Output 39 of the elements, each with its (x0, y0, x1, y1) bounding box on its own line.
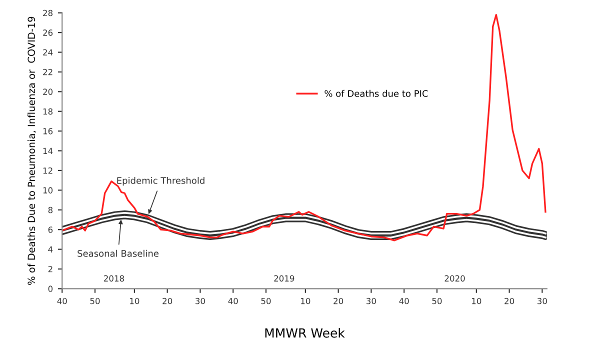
x-tick-label: 20 (334, 298, 344, 304)
y-tick-label: 6 (48, 226, 53, 233)
y-tick-label: 18 (43, 108, 53, 115)
y-tick-label: 20 (43, 88, 53, 95)
x-tick-label: 10 (472, 298, 482, 304)
annotation: 2018 (104, 275, 124, 282)
annotation: Seasonal Baseline (78, 250, 159, 257)
x-tick-label: 50 (432, 298, 442, 304)
y-axis-title: % of Deaths Due to Pneumonia, Influenza or COVID-19 (28, 16, 36, 285)
y-tick-label: 16 (43, 128, 53, 134)
annotation: 2019 (274, 275, 294, 282)
legend-label: % of Deaths due to PIC (324, 90, 428, 97)
y-tick-label: 26 (43, 30, 53, 36)
x-axis-title: MMWR Week (265, 328, 345, 338)
annotation: Epidemic Threshold (117, 176, 204, 186)
y-tick-label: 8 (48, 206, 53, 214)
y-tick-label: 28 (43, 10, 53, 16)
y-tick-label: 4 (48, 246, 53, 252)
x-tick-label: 10 (301, 298, 310, 304)
x-tick-label: 40 (399, 298, 409, 304)
y-tick-label: 22 (43, 68, 52, 76)
x-tick-label: 30 (538, 298, 547, 304)
y-tick-label: 10 (43, 187, 53, 194)
x-tick-label: 20 (504, 298, 514, 304)
x-tick-label: 50 (90, 298, 100, 304)
x-tick-label: 10 (130, 298, 140, 304)
y-tick-label: 14 (43, 148, 53, 154)
y-tick-label: 12 (43, 167, 52, 174)
y-tick-label: 0 (48, 286, 53, 292)
annotation: 2020 (444, 275, 465, 282)
x-tick-label: 30 (196, 298, 205, 304)
x-tick-label: 30 (366, 298, 376, 304)
x-tick-label: 20 (162, 298, 172, 304)
line-series (62, 14, 546, 242)
y-tick-label: 2 (48, 266, 52, 272)
x-tick-label: 40 (57, 298, 67, 304)
x-tick-label: 50 (261, 298, 271, 304)
y-tick-label: 24 (43, 49, 53, 56)
x-tick-label: 40 (228, 298, 238, 304)
